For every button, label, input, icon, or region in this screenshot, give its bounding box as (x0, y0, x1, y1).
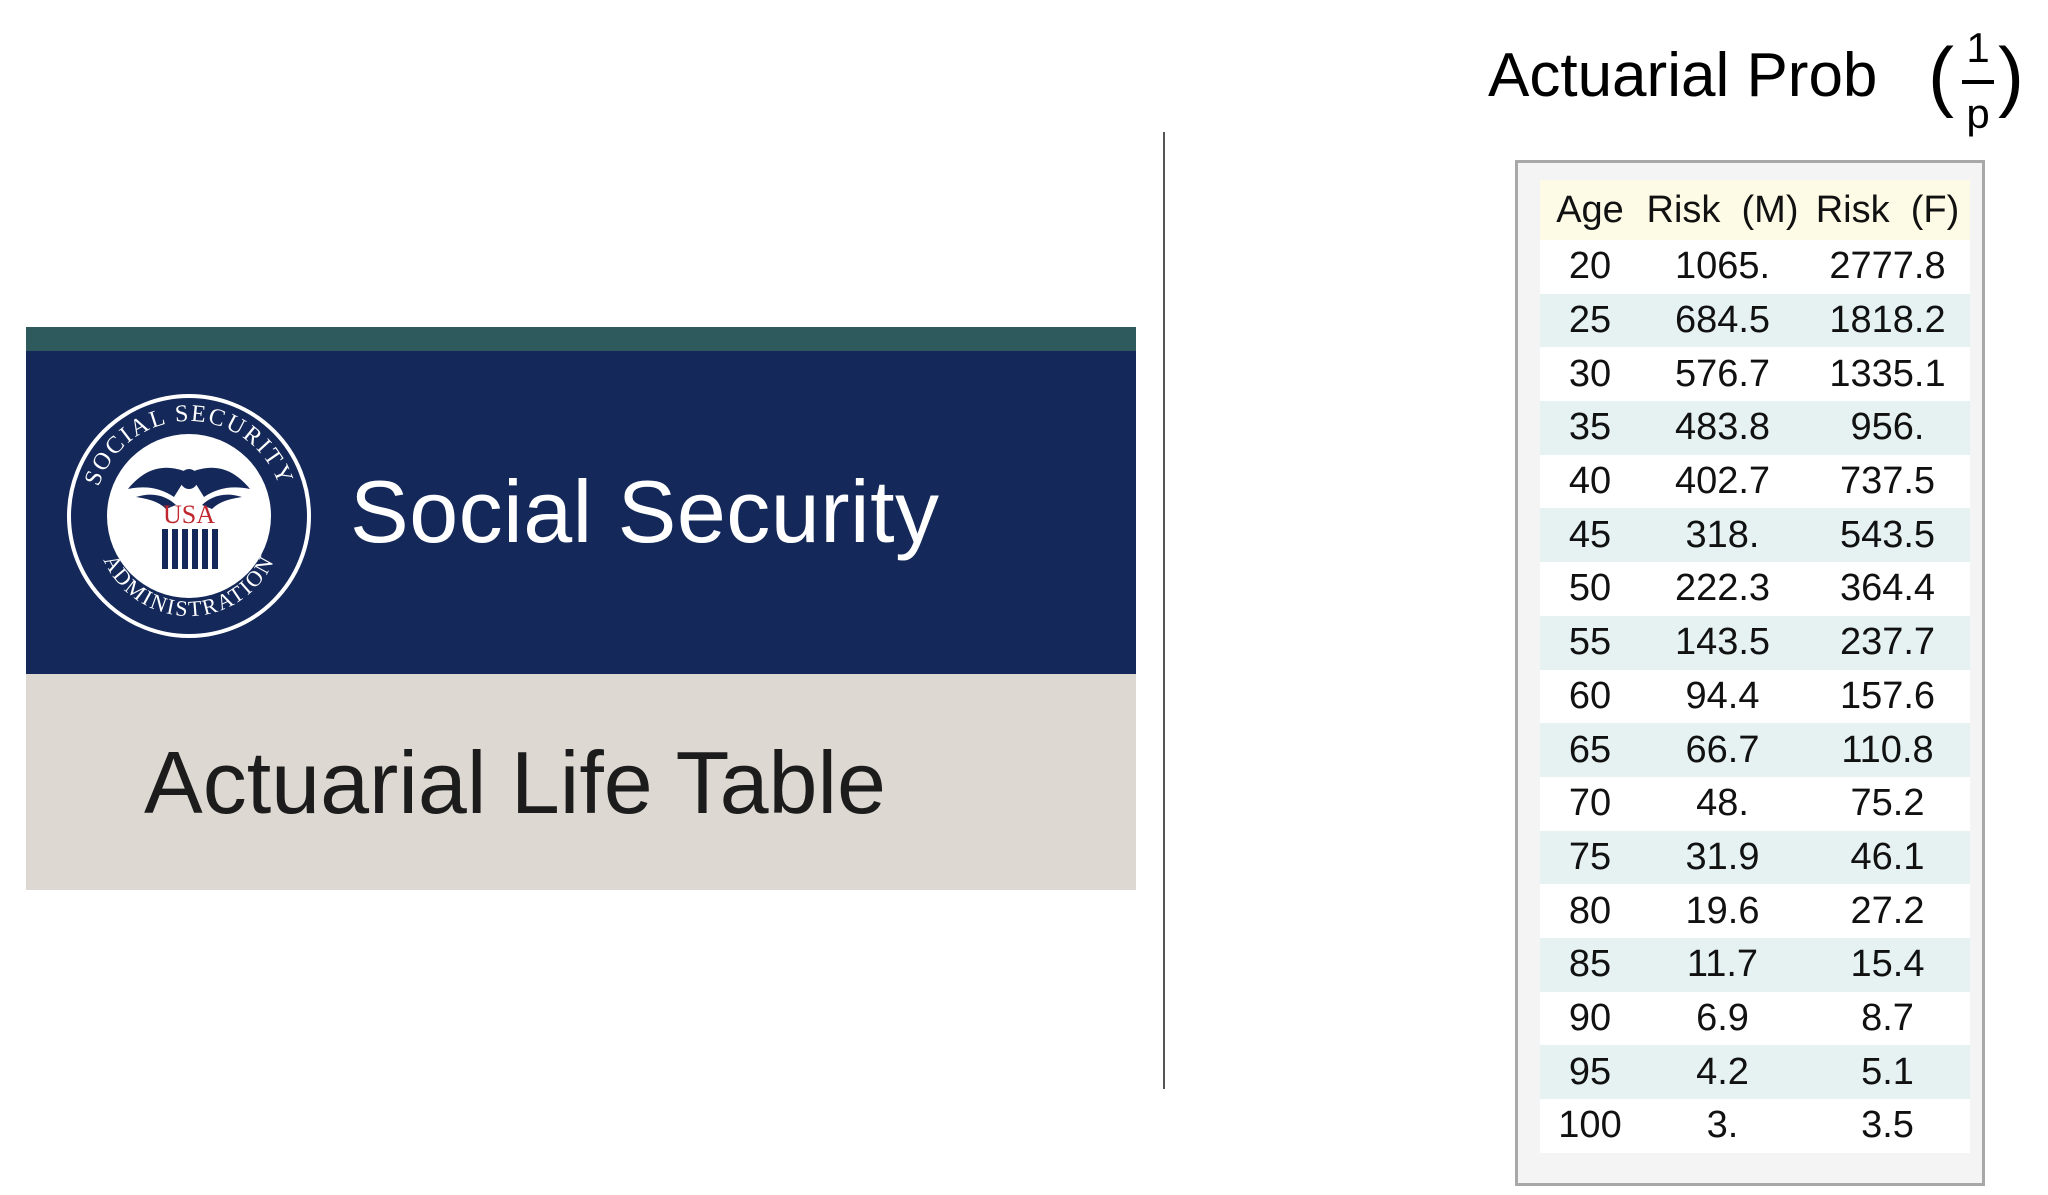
reciprocal-fraction: ( 1 p ) (1928, 24, 2028, 140)
cell-age: 95 (1540, 1045, 1640, 1099)
table-row: 40 402.7 737.5 (1540, 454, 1970, 509)
cell-age: 35 (1540, 401, 1640, 455)
cell-risk-f: 75.2 (1805, 776, 1970, 831)
cell-risk-m: 143.5 (1640, 615, 1805, 670)
cell-risk-m: 222.3 (1640, 562, 1805, 616)
fraction-bar (1962, 80, 1994, 84)
ssa-seal-logo: SOCIAL SECURITY ADMINISTRATION USA (67, 394, 311, 638)
cell-age: 50 (1540, 562, 1640, 616)
table-row: 35 483.8 956. (1540, 401, 1970, 455)
table-row: 80 19.6 27.2 (1540, 884, 1970, 938)
table-row: 50 222.3 364.4 (1540, 562, 1970, 616)
cell-risk-m: 4.2 (1640, 1045, 1805, 1099)
cell-age: 40 (1540, 454, 1640, 509)
table-row: 100 3. 3.5 (1540, 1099, 1970, 1153)
cell-age: 20 (1540, 240, 1640, 294)
cell-risk-m: 66.7 (1640, 723, 1805, 777)
cell-risk-m: 684.5 (1640, 293, 1805, 348)
banner-header: SOCIAL SECURITY ADMINISTRATION USA (26, 351, 1136, 674)
fraction-denominator: p (1966, 90, 1990, 137)
cell-age: 70 (1540, 776, 1640, 831)
cell-risk-m: 6.9 (1640, 991, 1805, 1046)
cell-risk-f: 8.7 (1805, 991, 1970, 1046)
column-header-risk-f: Risk (F) (1805, 180, 1970, 240)
cell-risk-m: 48. (1640, 776, 1805, 831)
close-paren: ) (1998, 31, 2024, 119)
cell-risk-m: 11.7 (1640, 937, 1805, 992)
table-row: 25 684.5 1818.2 (1540, 293, 1970, 348)
cell-risk-f: 1335.1 (1805, 347, 1970, 402)
table-row: 85 11.7 15.4 (1540, 937, 1970, 992)
cell-risk-m: 483.8 (1640, 401, 1805, 455)
table-row: 95 4.2 5.1 (1540, 1045, 1970, 1099)
cell-risk-f: 364.4 (1805, 562, 1970, 616)
table-row: 70 48. 75.2 (1540, 776, 1970, 831)
cell-age: 65 (1540, 723, 1640, 777)
svg-text:USA: USA (163, 500, 215, 529)
table-row: 75 31.9 46.1 (1540, 830, 1970, 885)
fraction-numerator: 1 (1966, 24, 1990, 71)
table-row: 90 6.9 8.7 (1540, 991, 1970, 1046)
table-row: 30 576.7 1335.1 (1540, 347, 1970, 402)
cell-risk-m: 402.7 (1640, 454, 1805, 509)
cell-risk-f: 46.1 (1805, 830, 1970, 885)
cell-risk-f: 110.8 (1805, 723, 1970, 777)
cell-risk-m: 19.6 (1640, 884, 1805, 938)
cell-age: 80 (1540, 884, 1640, 938)
ssa-banner: SOCIAL SECURITY ADMINISTRATION USA (26, 327, 1136, 890)
cell-risk-f: 1818.2 (1805, 293, 1970, 348)
probability-title: Actuarial Prob (1488, 41, 1878, 110)
cell-age: 100 (1540, 1099, 1640, 1153)
table-row: 55 143.5 237.7 (1540, 615, 1970, 670)
column-header-age: Age (1540, 180, 1640, 240)
cell-age: 60 (1540, 669, 1640, 724)
cell-risk-m: 31.9 (1640, 830, 1805, 885)
banner-subtitle-panel: Actuarial Life Table (26, 674, 1136, 890)
cell-age: 55 (1540, 615, 1640, 670)
cell-risk-m: 94.4 (1640, 669, 1805, 724)
page-subtitle: Actuarial Life Table (144, 733, 886, 832)
risk-table-frame: Age Risk (M) Risk (F) 20 1065. 2777.8 25 684… (1515, 160, 1985, 1186)
vertical-divider (1163, 132, 1165, 1089)
table-row: 60 94.4 157.6 (1540, 669, 1970, 724)
cell-risk-m: 1065. (1640, 240, 1805, 294)
cell-risk-f: 157.6 (1805, 669, 1970, 724)
cell-age: 30 (1540, 347, 1640, 402)
cell-risk-f: 3.5 (1805, 1099, 1970, 1153)
cell-age: 75 (1540, 830, 1640, 885)
cell-age: 45 (1540, 508, 1640, 563)
cell-risk-f: 15.4 (1805, 937, 1970, 992)
cell-risk-m: 576.7 (1640, 347, 1805, 402)
table-row: 20 1065. 2777.8 (1540, 240, 1970, 294)
cell-risk-f: 5.1 (1805, 1045, 1970, 1099)
cell-risk-f: 543.5 (1805, 508, 1970, 563)
banner-accent-strip (26, 327, 1136, 351)
cell-age: 85 (1540, 937, 1640, 992)
cell-risk-m: 318. (1640, 508, 1805, 563)
table-row: 65 66.7 110.8 (1540, 723, 1970, 777)
cell-risk-f: 237.7 (1805, 615, 1970, 670)
cell-risk-f: 2777.8 (1805, 240, 1970, 294)
table-header-row: Age Risk (M) Risk (F) (1540, 180, 1970, 240)
risk-table: Age Risk (M) Risk (F) 20 1065. 2777.8 25 684… (1540, 180, 1970, 1153)
cell-risk-f: 737.5 (1805, 454, 1970, 509)
cell-risk-m: 3. (1640, 1099, 1805, 1153)
column-header-risk-m: Risk (M) (1640, 180, 1805, 240)
brand-name: Social Security (350, 462, 940, 561)
cell-risk-f: 27.2 (1805, 884, 1970, 938)
open-paren: ( (1928, 31, 1954, 119)
cell-age: 25 (1540, 293, 1640, 348)
cell-age: 90 (1540, 991, 1640, 1046)
cell-risk-f: 956. (1805, 401, 1970, 455)
table-row: 45 318. 543.5 (1540, 508, 1970, 563)
